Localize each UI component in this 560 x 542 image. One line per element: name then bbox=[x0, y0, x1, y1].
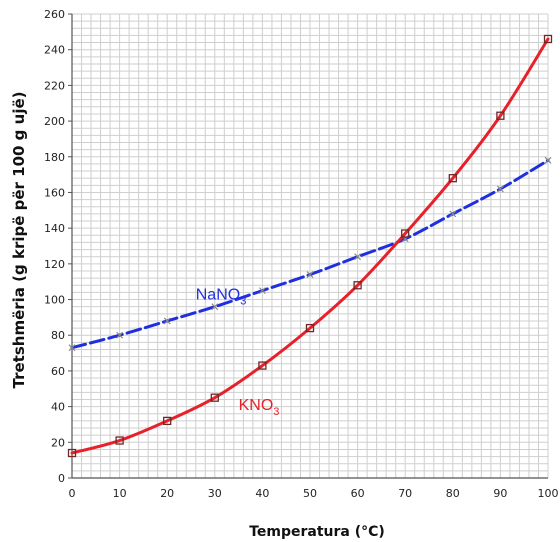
data-point-KNO3 bbox=[353, 281, 362, 290]
y-tick-label: 180 bbox=[44, 151, 65, 164]
data-point-KNO3 bbox=[496, 111, 505, 120]
y-tick-label: 100 bbox=[44, 294, 65, 307]
marker-x-stroke bbox=[544, 156, 552, 164]
x-tick-label: 40 bbox=[255, 487, 269, 500]
y-tick-label: 40 bbox=[51, 401, 65, 414]
marker-x-stroke bbox=[306, 271, 314, 278]
y-tick-label: 60 bbox=[51, 365, 65, 378]
data-point-NaNO3 bbox=[449, 210, 457, 218]
series-label-NaNO3: NaNO3 bbox=[196, 287, 247, 308]
y-tick-label: 0 bbox=[58, 472, 65, 485]
y-axis-title: Tretshmëria (g kripë për 100 g ujë) bbox=[10, 92, 28, 389]
data-point-KNO3 bbox=[543, 34, 553, 44]
data-point-NaNO3 bbox=[68, 344, 76, 352]
marker-x-stroke bbox=[211, 303, 219, 311]
x-axis-title: Temperatura (°C) bbox=[249, 524, 385, 540]
marker-x-stroke bbox=[116, 331, 124, 339]
data-point-NaNO3 bbox=[306, 271, 314, 278]
y-tick-label: 80 bbox=[51, 329, 65, 342]
y-tick-label: 240 bbox=[44, 44, 65, 57]
labels: NaNO3 KNO3 bbox=[196, 287, 280, 419]
data-point-KNO3 bbox=[210, 393, 219, 402]
series-line-KNO3 bbox=[70, 37, 550, 455]
data-point-NaNO3 bbox=[163, 317, 171, 325]
data-point-NaNO3 bbox=[258, 287, 266, 295]
data-point-KNO3 bbox=[305, 323, 315, 333]
marker-x-stroke bbox=[449, 210, 457, 218]
y-tick-label: 260 bbox=[44, 8, 65, 21]
series bbox=[67, 34, 553, 458]
data-point-NaNO3 bbox=[354, 253, 362, 261]
data-point-KNO3 bbox=[401, 229, 410, 238]
y-tick-label: 20 bbox=[51, 436, 65, 449]
x-tick-label: 30 bbox=[208, 487, 222, 500]
data-point-KNO3 bbox=[115, 436, 124, 445]
y-tick-label: 140 bbox=[44, 222, 65, 235]
data-point-KNO3 bbox=[258, 361, 267, 370]
marker-x-stroke bbox=[354, 253, 362, 261]
x-tick-label: 60 bbox=[351, 487, 365, 500]
x-tick-label: 70 bbox=[398, 487, 412, 500]
data-point-NaNO3 bbox=[544, 156, 552, 164]
x-tick-label: 80 bbox=[446, 487, 460, 500]
data-point-NaNO3 bbox=[211, 303, 219, 311]
x-tick-label: 0 bbox=[69, 487, 76, 500]
data-point-KNO3 bbox=[67, 448, 77, 458]
data-point-NaNO3 bbox=[496, 185, 504, 193]
x-tick-label: 100 bbox=[538, 487, 559, 500]
marker-x-stroke bbox=[496, 185, 504, 193]
axes: 0 10 20 30 40 50 60 70 80 90 100 0 20 40 60 80 100 120 140… bbox=[44, 8, 559, 500]
x-tick-label: 90 bbox=[493, 487, 507, 500]
marker-x-stroke bbox=[68, 344, 76, 352]
data-point-KNO3 bbox=[163, 416, 172, 426]
x-tick-label: 20 bbox=[160, 487, 174, 500]
grid bbox=[71, 13, 549, 479]
x-tick-label: 50 bbox=[303, 487, 317, 500]
y-tick-label: 200 bbox=[44, 115, 65, 128]
data-point-NaNO3 bbox=[116, 331, 124, 339]
y-tick-label: 220 bbox=[44, 79, 65, 92]
marker-x-stroke bbox=[258, 287, 266, 295]
series-label-KNO3: KNO3 bbox=[239, 397, 280, 418]
x-tick-label: 10 bbox=[113, 487, 127, 500]
y-tick-label: 120 bbox=[44, 258, 65, 271]
data-point-KNO3 bbox=[448, 174, 457, 183]
y-tick-label: 160 bbox=[44, 186, 65, 199]
marker-x-stroke bbox=[163, 317, 171, 325]
